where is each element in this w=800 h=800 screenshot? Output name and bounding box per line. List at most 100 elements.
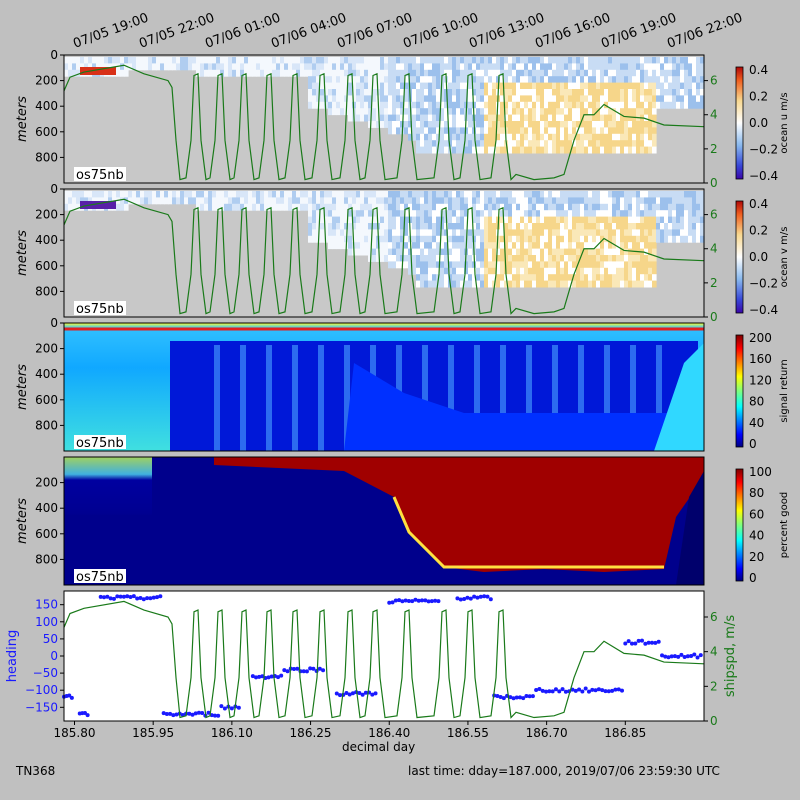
velocity-cell — [448, 229, 453, 237]
velocity-cell — [536, 261, 541, 269]
velocity-cell — [572, 216, 577, 224]
velocity-cell — [404, 203, 409, 211]
velocity-cell — [468, 229, 473, 237]
velocity-cell — [360, 76, 365, 84]
velocity-cell — [384, 223, 389, 230]
velocity-cell — [520, 242, 525, 250]
velocity-cell — [312, 235, 317, 243]
velocity-cell — [632, 235, 637, 243]
velocity-cell — [636, 261, 641, 269]
velocity-cell — [496, 133, 501, 141]
velocity-anomaly — [80, 67, 116, 75]
velocity-cell — [500, 197, 505, 205]
velocity-cell — [552, 114, 557, 122]
velocity-cell — [464, 133, 469, 141]
velocity-cell — [640, 267, 645, 275]
velocity-cell — [428, 57, 433, 64]
velocity-cell — [592, 216, 597, 224]
velocity-cell — [276, 57, 281, 64]
velocity-cell — [444, 242, 449, 250]
velocity-cell — [436, 76, 441, 84]
velocity-cell — [448, 191, 453, 198]
velocity-cell — [368, 216, 373, 224]
velocity-cell — [416, 235, 421, 243]
velocity-cell — [540, 274, 545, 282]
velocity-cell — [328, 95, 333, 103]
velocity-cell — [584, 133, 589, 141]
velocity-cell — [188, 197, 193, 205]
velocity-cell — [580, 242, 585, 250]
velocity-cell — [436, 69, 441, 77]
velocity-cell — [488, 223, 493, 230]
velocity-cell — [596, 114, 601, 122]
velocity-cell — [464, 127, 469, 135]
velocity-cell — [444, 121, 449, 128]
velocity-cell — [444, 133, 449, 141]
velocity-cell — [380, 235, 385, 243]
velocity-cell — [388, 82, 393, 90]
velocity-cell — [484, 216, 489, 224]
velocity-cell — [580, 108, 585, 116]
velocity-cell — [456, 89, 461, 96]
velocity-cell — [452, 229, 457, 237]
velocity-cell — [92, 57, 97, 64]
velocity-cell — [484, 121, 489, 128]
velocity-cell — [576, 248, 581, 256]
velocity-cell — [524, 63, 529, 71]
velocity-cell — [384, 95, 389, 103]
velocity-cell — [432, 146, 437, 154]
velocity-cell — [464, 76, 469, 84]
velocity-cell — [480, 114, 485, 122]
velocity-cell — [376, 76, 381, 84]
velocity-cell — [432, 108, 437, 116]
velocity-cell — [536, 216, 541, 224]
velocity-cell — [620, 223, 625, 230]
velocity-cell — [692, 210, 697, 218]
velocity-cell — [356, 216, 361, 224]
velocity-cell — [388, 191, 393, 198]
velocity-cell — [452, 235, 457, 243]
velocity-cell — [572, 121, 577, 128]
velocity-cell — [632, 63, 637, 71]
velocity-cell — [384, 248, 389, 256]
velocity-cell — [316, 197, 321, 205]
velocity-cell — [524, 108, 529, 116]
velocity-cell — [644, 223, 649, 230]
velocity-cell — [640, 229, 645, 237]
velocity-cell — [80, 197, 85, 205]
signal-stripe — [526, 345, 532, 451]
signal-stripe — [630, 345, 636, 451]
velocity-cell — [468, 235, 473, 243]
velocity-cell — [628, 255, 633, 262]
velocity-cell — [572, 140, 577, 148]
velocity-cell — [632, 89, 637, 96]
velocity-cell — [432, 89, 437, 96]
colorbar-tick-label: 40 — [749, 529, 764, 543]
velocity-cell — [520, 57, 525, 64]
velocity-cell — [504, 210, 509, 218]
velocity-cell — [596, 146, 601, 154]
velocity-cell — [600, 57, 605, 64]
velocity-cell — [420, 133, 425, 141]
velocity-cell — [456, 140, 461, 148]
velocity-cell — [608, 114, 613, 122]
velocity-cell — [316, 203, 321, 211]
velocity-cell — [560, 210, 565, 218]
colorbar-tick-label: 160 — [749, 352, 772, 366]
heading-point — [360, 692, 365, 697]
velocity-cell — [436, 63, 441, 71]
velocity-cell — [328, 223, 333, 230]
velocity-cell — [456, 261, 461, 269]
velocity-cell — [376, 216, 381, 224]
velocity-cell — [540, 280, 545, 288]
velocity-cell — [604, 57, 609, 64]
velocity-cell — [380, 203, 385, 211]
velocity-cell — [480, 255, 485, 262]
velocity-cell — [628, 191, 633, 198]
velocity-cell — [572, 69, 577, 77]
velocity-cell — [568, 57, 573, 64]
velocity-cell — [556, 140, 561, 148]
heading-point — [629, 641, 634, 646]
velocity-cell — [64, 63, 69, 71]
velocity-cell — [456, 229, 461, 237]
